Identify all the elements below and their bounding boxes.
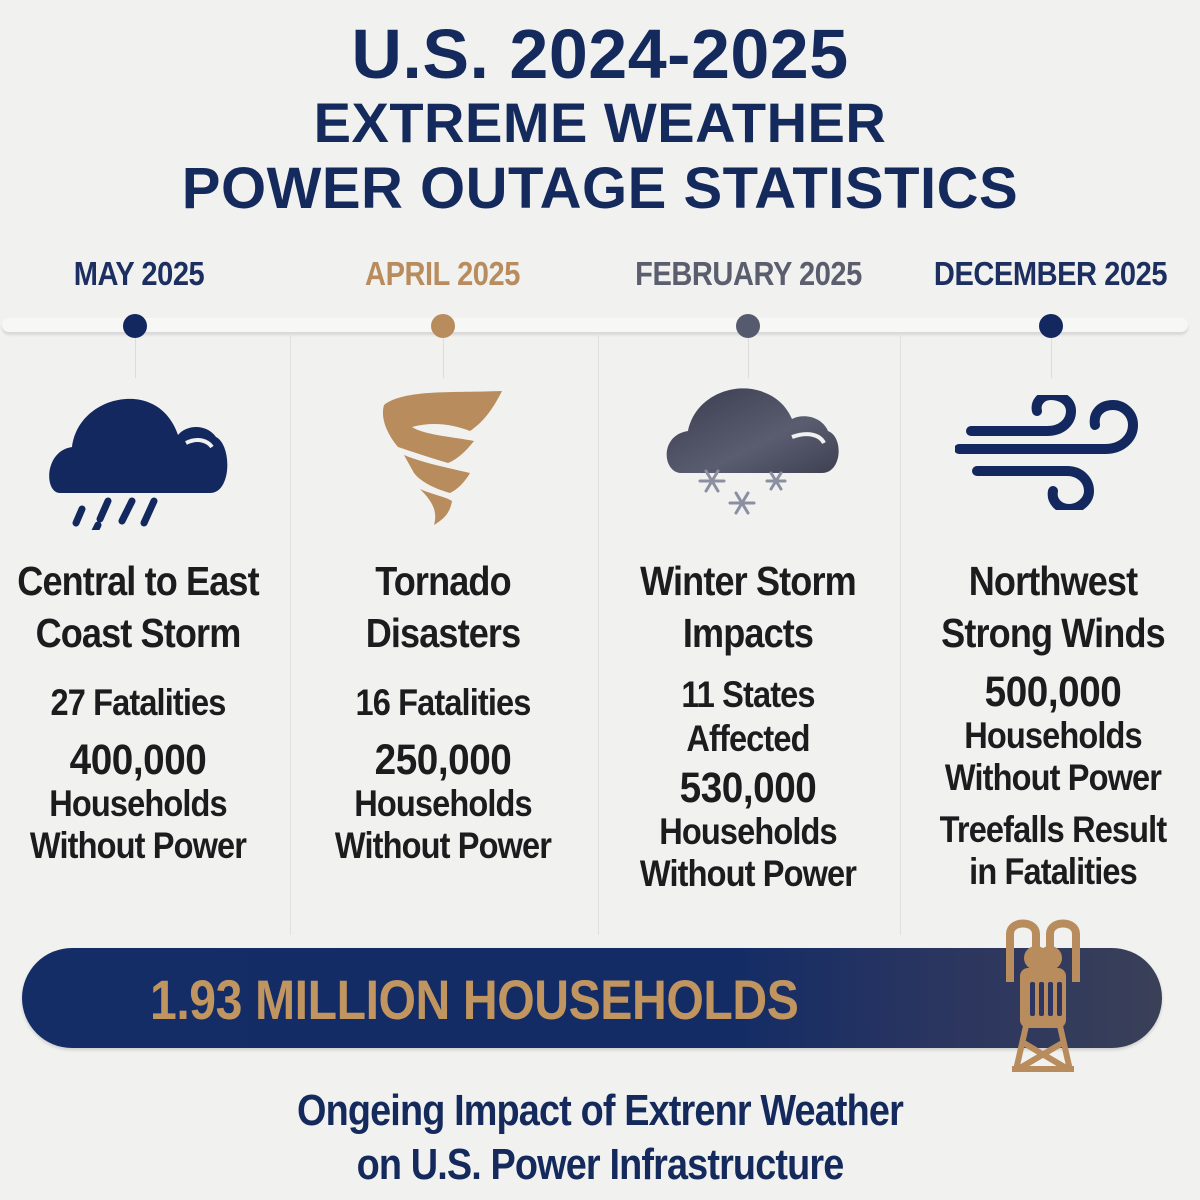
timeline-stem <box>443 338 444 378</box>
event-heading: Tornado <box>375 558 511 604</box>
households-label: Households <box>659 811 837 852</box>
title-line-1: U.S. 2024-2025 <box>351 15 849 93</box>
timeline-bar <box>2 318 1188 332</box>
title-line-3: POWER OUTAGE STATISTICS <box>181 156 1019 221</box>
households-count: 400,000 <box>69 736 207 784</box>
households-count: 500,000 <box>984 668 1122 716</box>
households-label: Without Power <box>639 853 857 894</box>
footer-line-1: Ongeing Impact of Extrenr Weather <box>297 1086 904 1135</box>
timeline-stem <box>1051 338 1052 378</box>
date-may-2025: MAY 2025 <box>73 255 205 292</box>
states-affected-stat: Affected <box>686 718 810 759</box>
date-april-2025: APRIL 2025 <box>365 255 520 292</box>
event-heading: Coast Storm <box>35 610 242 656</box>
households-label: Without Power <box>334 825 552 866</box>
event-heading: Central to East <box>17 558 259 604</box>
tornado-icon <box>382 391 502 525</box>
timeline-stem <box>135 338 136 378</box>
households-count: 250,000 <box>374 736 512 784</box>
wind-icon <box>955 395 1139 510</box>
households-label: Households <box>49 783 227 824</box>
households-label: Without Power <box>944 757 1162 798</box>
column-divider <box>290 335 291 935</box>
timeline-dot-december <box>1039 314 1063 338</box>
event-heading: Strong Winds <box>941 610 1165 656</box>
households-label: Households <box>964 715 1142 756</box>
timeline-dot-april <box>431 314 455 338</box>
event-column-may: Central to East Coast Storm 27 Fatalitie… <box>0 555 288 867</box>
timeline-dot-february <box>736 314 760 338</box>
total-households-text: 1.93 MILLION HOUSEHOLDS <box>150 968 799 1031</box>
timeline-stem <box>748 338 749 378</box>
title-line-2: EXTREME WEATHER <box>313 91 887 154</box>
date-february-2025: FEBRUARY 2025 <box>635 255 862 292</box>
fatalities-stat: 27 Fatalities <box>50 682 227 723</box>
event-column-february: Winter Storm Impacts 11 States Affected … <box>598 555 898 895</box>
households-label: Households <box>354 783 532 824</box>
treefalls-note: Treefalls Result <box>939 809 1167 850</box>
date-december-2025: DECEMBER 2025 <box>933 255 1168 292</box>
event-column-april: Tornado Disasters 16 Fatalities 250,000 … <box>293 555 593 867</box>
column-divider <box>598 335 599 935</box>
fatalities-stat: 16 Fatalities <box>355 682 532 723</box>
total-households-banner <box>22 948 1162 1048</box>
event-column-december: Northwest Strong Winds 500,000 Household… <box>903 555 1200 893</box>
rain-cloud-icon <box>49 398 228 530</box>
transformer-icon <box>1006 919 1080 1072</box>
footer-line-2: on U.S. Power Infrastructure <box>356 1140 845 1189</box>
column-divider <box>900 335 901 935</box>
households-label: Without Power <box>29 825 247 866</box>
event-heading: Disasters <box>365 610 521 656</box>
treefalls-note: in Fatalities <box>969 851 1138 892</box>
snow-cloud-icon <box>666 388 839 515</box>
event-heading: Northwest <box>968 558 1138 604</box>
event-heading: Impacts <box>682 610 814 656</box>
households-count: 530,000 <box>679 764 817 812</box>
event-heading: Winter Storm <box>640 558 857 604</box>
states-affected-stat: 11 States <box>681 674 815 715</box>
timeline-dot-may <box>123 314 147 338</box>
